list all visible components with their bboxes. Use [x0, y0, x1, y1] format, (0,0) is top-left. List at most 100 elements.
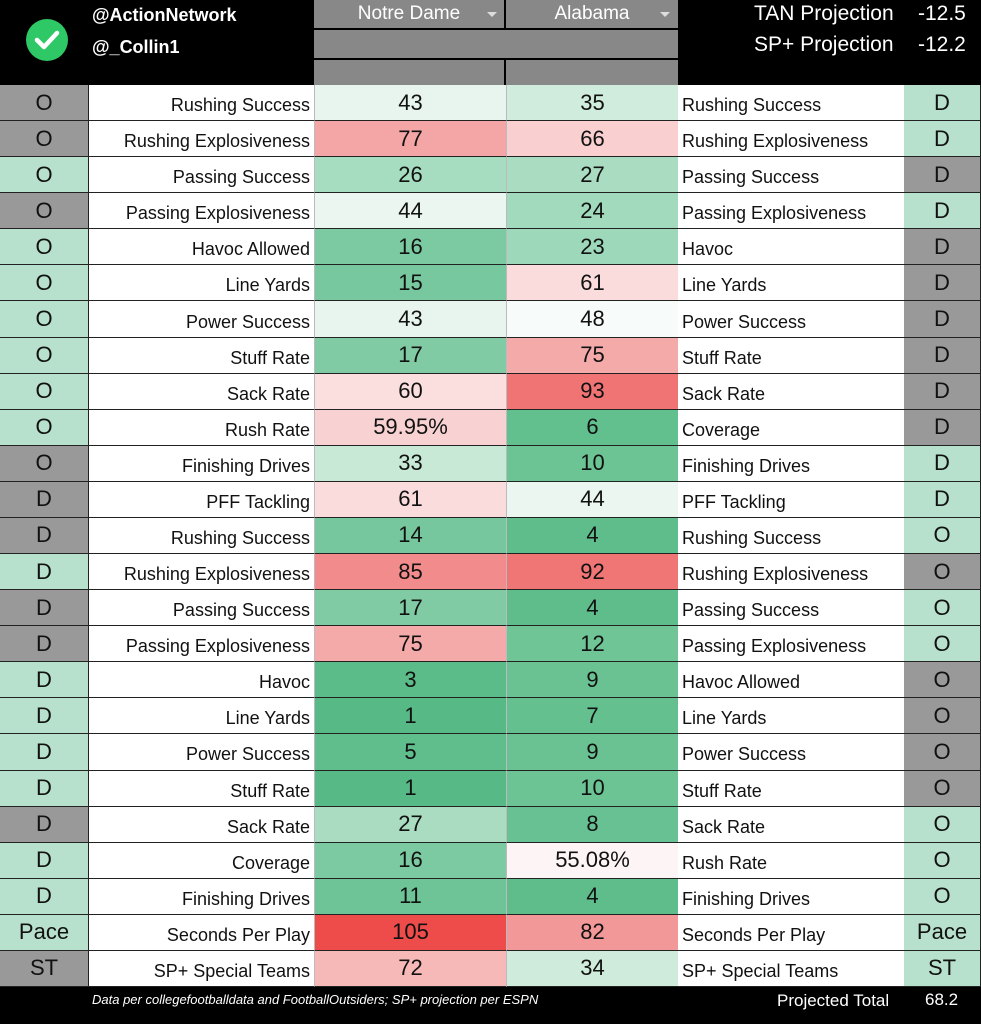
stat-value: 44 [314, 193, 506, 230]
stat-label: Sack Rate [678, 373, 904, 410]
side-tag: D [0, 554, 89, 591]
handle: @_Collin1 [92, 37, 180, 57]
side-tag: D [904, 481, 981, 518]
stat-value: 12 [506, 626, 678, 663]
stat-label: Havoc Allowed [678, 662, 904, 699]
side-tag: Pace [904, 914, 981, 951]
stat-value: 55.08% [506, 842, 678, 879]
stat-value: 60 [314, 373, 506, 410]
stat-value: 17 [314, 337, 506, 374]
stat-value: 11 [314, 878, 506, 915]
stat-label: Finishing Drives [89, 878, 314, 915]
side-tag: D [0, 770, 89, 807]
side-tag: D [0, 626, 89, 663]
stat-value: 48 [506, 301, 678, 338]
projection-label: SP+ Projection [754, 33, 894, 56]
stat-value: 43 [314, 85, 506, 122]
stat-value: 9 [506, 734, 678, 771]
stat-value: 24 [506, 193, 678, 230]
side-tag: O [904, 626, 981, 663]
stat-value: 27 [314, 806, 506, 843]
side-tag: D [904, 445, 981, 482]
stat-label: Power Success [89, 301, 314, 338]
stat-value: 27 [506, 157, 678, 194]
stat-label: Passing Success [678, 157, 904, 194]
stat-label: Passing Explosiveness [89, 193, 314, 230]
side-tag: O [0, 85, 89, 122]
column-header[interactable]: Alabama [506, 0, 678, 28]
stat-label: Havoc [89, 662, 314, 699]
stat-label: Passing Success [678, 590, 904, 627]
stat-label: PFF Tackling [678, 481, 904, 518]
side-tag: D [904, 157, 981, 194]
stat-label: Havoc Allowed [89, 229, 314, 266]
side-tag: O [904, 590, 981, 627]
side-tag: ST [0, 950, 89, 987]
stat-value: 85 [314, 554, 506, 591]
total-value: 68.2 [925, 990, 959, 1009]
stat-label: Power Success [678, 734, 904, 771]
stat-label: Finishing Drives [89, 445, 314, 482]
side-tag: O [0, 337, 89, 374]
stat-value: 5 [314, 734, 506, 771]
stat-label: Rushing Success [89, 85, 314, 122]
stat-label: Sack Rate [89, 373, 314, 410]
stat-value: 10 [506, 770, 678, 807]
stat-label: Power Success [89, 734, 314, 771]
stat-value: 7 [506, 698, 678, 735]
stat-value: 4 [506, 878, 678, 915]
side-tag: O [0, 157, 89, 194]
side-tag: O [0, 409, 89, 446]
stat-value: 35 [506, 85, 678, 122]
side-tag: O [904, 770, 981, 807]
stat-value: 59.95% [314, 409, 506, 446]
side-tag: D [904, 301, 981, 338]
stat-value: 9 [506, 662, 678, 699]
footer-note: Data per collegefootballdata and Footbal… [92, 992, 539, 1007]
side-tag: D [0, 842, 89, 879]
side-tag: Pace [0, 914, 89, 951]
stat-value: 1 [314, 698, 506, 735]
side-tag: D [904, 373, 981, 410]
side-tag: D [0, 698, 89, 735]
stat-value: 10 [506, 445, 678, 482]
side-tag: D [904, 337, 981, 374]
stat-label: Sack Rate [89, 806, 314, 843]
stat-value: 66 [506, 121, 678, 158]
stat-value: 17 [314, 590, 506, 627]
stat-value: 4 [506, 517, 678, 555]
stat-label: Passing Success [89, 157, 314, 194]
side-tag: D [904, 265, 981, 302]
stat-value: 105 [314, 914, 506, 951]
column-header[interactable]: Notre Dame [314, 0, 504, 28]
stat-label: Rushing Success [678, 517, 904, 555]
stat-label: Passing Success [89, 590, 314, 627]
side-tag: O [0, 229, 89, 266]
stat-label: SP+ Special Teams [678, 950, 904, 987]
side-tag: O [904, 806, 981, 843]
side-tag: D [904, 121, 981, 158]
dropdown-arrow [660, 12, 670, 17]
side-tag: D [0, 517, 89, 555]
stat-label: Power Success [678, 301, 904, 338]
stat-value: 15 [314, 265, 506, 302]
stat-label: Finishing Drives [678, 445, 904, 482]
stat-value: 33 [314, 445, 506, 482]
side-tag: O [904, 554, 981, 591]
stat-value: 92 [506, 554, 678, 591]
side-tag: O [0, 301, 89, 338]
stat-label: Stuff Rate [89, 337, 314, 374]
side-tag: D [904, 193, 981, 230]
side-tag: O [0, 445, 89, 482]
stat-value: 93 [506, 373, 678, 410]
stat-value: 82 [506, 914, 678, 951]
stat-value: 43 [314, 301, 506, 338]
stat-label: Rushing Explosiveness [678, 121, 904, 158]
stat-label: Seconds Per Play [678, 914, 904, 951]
handle: @ActionNetwork [92, 5, 237, 25]
stat-label: Stuff Rate [678, 337, 904, 374]
stat-label: Passing Explosiveness [678, 193, 904, 230]
side-tag: O [904, 878, 981, 915]
stat-label: Sack Rate [678, 806, 904, 843]
